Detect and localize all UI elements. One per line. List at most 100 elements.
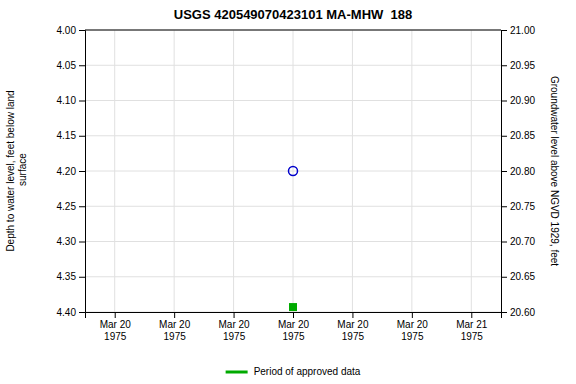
x-tick-label: Mar 201975	[100, 319, 132, 342]
y2-tick-label: 20.65	[510, 271, 535, 282]
tick-mark	[501, 277, 507, 278]
y-tick: 4.40	[57, 307, 85, 318]
x-tick-label-line: Mar 20	[337, 319, 369, 330]
x-tick-label-line: 1975	[461, 331, 484, 342]
x-tick: Mar 201975	[337, 312, 369, 342]
y-tick: 4.30	[57, 236, 85, 247]
y2-tick-label: 20.60	[510, 307, 535, 318]
y2-tick: 20.70	[501, 236, 535, 247]
tick-mark	[79, 136, 85, 137]
axis-line	[79, 31, 86, 313]
point	[289, 303, 297, 311]
tick-mark	[79, 242, 85, 243]
y2-tick: 20.90	[501, 95, 535, 106]
grid-line	[293, 30, 294, 312]
y2-tick-label: 20.70	[510, 236, 535, 247]
y-tick: 4.00	[57, 25, 85, 36]
chart: Mar 201975Mar 201975Mar 201975Mar 201975…	[0, 0, 576, 384]
y-tick-label: 4.00	[57, 25, 77, 36]
y-tick: 4.05	[57, 60, 85, 71]
grid-line	[233, 30, 234, 312]
tick-mark	[352, 312, 353, 318]
x-tick-label-line: Mar 20	[397, 319, 429, 330]
marks	[289, 167, 298, 312]
y-tick-label: 4.05	[57, 60, 77, 71]
frame-line	[85, 30, 501, 31]
y2-tick: 20.75	[501, 201, 535, 212]
tick-mark	[79, 206, 85, 207]
tick-mark	[501, 312, 507, 313]
x-tick-label: Mar 201975	[397, 319, 429, 342]
y2-tick: 20.95	[501, 60, 535, 71]
grid-line	[114, 30, 115, 312]
x-axis: Mar 201975Mar 201975Mar 201975Mar 201975…	[86, 312, 502, 342]
y2-axis-label: Groundwater level above NGVD 1929, feet	[549, 76, 560, 266]
y-tick-label: 4.10	[57, 95, 77, 106]
tick-mark	[501, 101, 507, 102]
legend: Period of approved data	[226, 366, 361, 377]
x-tick-label: Mar 201975	[219, 319, 251, 342]
tick-mark	[79, 65, 85, 66]
tick-mark	[501, 171, 507, 172]
y2-tick-label: 21.00	[510, 25, 535, 36]
y-tick: 4.20	[57, 166, 85, 177]
y2-tick: 20.60	[501, 307, 535, 318]
y-tick-label: 4.40	[57, 307, 77, 318]
x-tick-label-line: 1975	[104, 331, 127, 342]
y2-tick: 21.00	[501, 25, 535, 36]
x-tick: Mar 201975	[278, 312, 310, 342]
x-tick-label-line: Mar 20	[219, 319, 251, 330]
grid-line	[471, 30, 472, 312]
y-tick-label: 4.20	[57, 166, 77, 177]
x-tick-label: Mar 211975	[456, 319, 488, 342]
tick-mark	[501, 30, 507, 31]
y2-tick-label: 20.90	[510, 95, 535, 106]
y-tick: 4.10	[57, 95, 85, 106]
tick-mark	[501, 136, 507, 137]
x-tick: Mar 201975	[219, 312, 251, 342]
grid-line	[85, 30, 501, 31]
tick-mark	[501, 65, 507, 66]
grid	[85, 30, 501, 312]
axis-line	[502, 31, 508, 313]
tick-mark	[79, 30, 85, 31]
tick-mark	[79, 312, 85, 313]
y-tick: 4.25	[57, 201, 85, 212]
x-tick: Mar 201975	[159, 312, 191, 342]
legend-label: Period of approved data	[254, 366, 361, 377]
tick-mark	[234, 312, 235, 318]
series	[289, 303, 297, 311]
y2-tick-label: 20.95	[510, 60, 535, 71]
y-tick-label: 4.30	[57, 236, 77, 247]
tick-mark	[412, 312, 413, 318]
y2-tick: 20.85	[501, 130, 535, 141]
x-tick-label: Mar 201975	[337, 319, 369, 342]
x-tick-label-line: 1975	[342, 331, 365, 342]
axis-line	[86, 313, 502, 319]
tick-mark	[79, 277, 85, 278]
y-tick-label: 4.15	[57, 130, 77, 141]
y-axis: 4.004.054.104.154.204.254.304.354.40	[57, 25, 86, 318]
x-tick-label-line: Mar 20	[100, 319, 132, 330]
point	[289, 167, 298, 176]
y2-tick-label: 20.85	[510, 130, 535, 141]
tick-mark	[501, 206, 507, 207]
x-tick-label-line: 1975	[282, 331, 305, 342]
x-tick: Mar 201975	[397, 312, 429, 342]
plot-area: Mar 201975Mar 201975Mar 201975Mar 201975…	[5, 25, 560, 342]
tick-mark	[79, 101, 85, 102]
tick-mark	[115, 312, 116, 318]
tick-mark	[293, 312, 294, 318]
y-axis-label: Depth to water level, feet below land su…	[5, 90, 28, 251]
tick-mark	[501, 242, 507, 243]
y2-tick-label: 20.75	[510, 201, 535, 212]
grid-line	[174, 30, 175, 312]
legend-swatch	[226, 371, 248, 374]
y2-axis: 21.0020.9520.9020.8520.8020.7520.7020.65…	[501, 25, 535, 318]
legend-item: Period of approved data	[226, 366, 361, 377]
x-tick-label-line: Mar 21	[456, 319, 488, 330]
series	[289, 167, 298, 176]
x-tick-label-line: 1975	[164, 331, 187, 342]
x-tick-label-line: 1975	[401, 331, 424, 342]
title: USGS 420549070423101 MA-MHW 188	[174, 7, 412, 22]
